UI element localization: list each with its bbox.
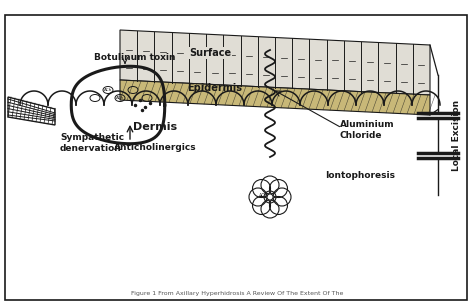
Text: Botulinum toxin: Botulinum toxin [94,52,176,62]
Text: ACh: ACh [259,193,269,198]
Text: ACh: ACh [116,96,124,100]
Polygon shape [120,80,430,115]
Text: Local Excision: Local Excision [452,99,461,170]
Text: Dermis: Dermis [133,122,177,132]
Text: Sympathetic
denervation: Sympathetic denervation [60,133,124,153]
Text: Figure 1 From Axillary Hyperhidrosis A Review Of The Extent Of The: Figure 1 From Axillary Hyperhidrosis A R… [131,290,343,296]
Polygon shape [120,30,430,95]
Text: Surface: Surface [189,48,231,58]
Text: Anticholinergics: Anticholinergics [114,143,196,152]
Text: Iontophoresis: Iontophoresis [325,170,395,180]
Text: Epidermis: Epidermis [188,83,243,93]
Text: Aluminium
Chloride: Aluminium Chloride [340,120,395,140]
Text: ACh: ACh [104,88,112,92]
